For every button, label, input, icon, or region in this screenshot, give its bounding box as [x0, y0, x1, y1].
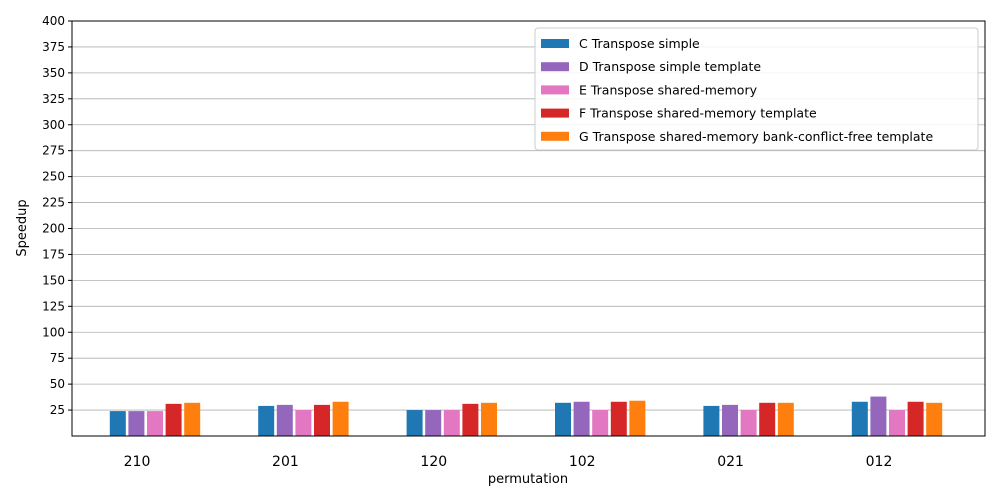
- y-tick-label: 75: [50, 351, 65, 365]
- legend-label: F Transpose shared-memory template: [579, 106, 817, 121]
- bar-e-012: [889, 410, 905, 436]
- y-axis-ticks: 25 50 75 100 125 150 175 200 225 250 275 300 325 350 3…: [42, 14, 72, 417]
- bar-d-012: [870, 396, 887, 436]
- legend-box: [534, 27, 979, 151]
- y-tick-label: 300: [42, 118, 65, 132]
- x-category-label: 012: [866, 454, 893, 470]
- y-tick-label: 200: [42, 222, 65, 236]
- y-tick-label: 275: [42, 144, 65, 158]
- x-category-label: 201: [272, 454, 299, 470]
- y-axis-title: Speedup: [15, 199, 30, 256]
- bars: [109, 396, 943, 436]
- bar-c-102: [555, 402, 571, 436]
- y-tick-label: 400: [42, 14, 65, 28]
- bar-f-120: [462, 403, 479, 436]
- x-category-label: 021: [717, 454, 744, 470]
- y-tick-label: 150: [42, 273, 65, 287]
- bar-e-120: [443, 410, 460, 436]
- bar-d-201: [276, 404, 293, 436]
- bar-f-021: [759, 402, 776, 436]
- bar-c-021: [703, 405, 720, 436]
- bar-e-102: [592, 410, 609, 436]
- bar-g-120: [481, 402, 497, 436]
- legend-swatch: [541, 85, 569, 95]
- bar-g-012: [926, 402, 943, 436]
- y-tick-label: 175: [42, 247, 65, 261]
- y-tick-label: 350: [42, 66, 65, 80]
- legend-label: C Transpose simple: [579, 36, 700, 51]
- legend-swatch: [541, 108, 569, 118]
- x-category-label: 210: [124, 454, 151, 470]
- bar-c-012: [851, 401, 868, 436]
- bar-f-012: [907, 401, 924, 436]
- bar-f-210: [165, 403, 182, 436]
- x-category-label: 120: [420, 454, 447, 470]
- bar-d-210: [128, 411, 145, 436]
- bar-d-102: [573, 401, 590, 436]
- bar-c-120: [406, 410, 423, 436]
- bar-e-210: [147, 411, 163, 436]
- bar-f-201: [314, 404, 330, 436]
- legend-swatch: [541, 62, 569, 72]
- bar-d-120: [425, 410, 442, 436]
- bar-c-210: [109, 411, 126, 436]
- legend-label: E Transpose shared-memory: [579, 82, 758, 97]
- y-tick-label: 225: [42, 196, 65, 210]
- legend-swatch: [541, 39, 569, 48]
- legend-label: D Transpose simple template: [579, 59, 761, 74]
- bar-e-201: [295, 410, 312, 436]
- bar-g-201: [332, 401, 349, 436]
- y-tick-label: 250: [42, 170, 65, 184]
- y-tick-label: 375: [42, 40, 65, 54]
- y-tick-label: 125: [42, 299, 65, 313]
- y-tick-label: 325: [42, 92, 65, 106]
- y-tick-label: 50: [50, 377, 65, 391]
- bar-c-201: [258, 405, 275, 436]
- bar-d-021: [722, 404, 738, 436]
- bar-g-021: [777, 402, 794, 436]
- bar-e-021: [740, 410, 757, 436]
- bar-g-210: [184, 402, 201, 436]
- bar-f-102: [610, 401, 627, 436]
- legend: C Transpose simple D Transpose simple tem…: [534, 27, 979, 151]
- bar-g-102: [629, 400, 646, 436]
- y-tick-label: 25: [50, 403, 65, 417]
- legend-swatch: [541, 131, 569, 141]
- x-category-label: 102: [569, 454, 596, 470]
- x-axis-title: permutation: [488, 472, 568, 487]
- x-axis-ticks: 210 201 120 102 021 012: [124, 454, 893, 470]
- legend-label: G Transpose shared-memory bank-conflict-…: [579, 129, 933, 144]
- y-tick-label: 100: [42, 325, 65, 339]
